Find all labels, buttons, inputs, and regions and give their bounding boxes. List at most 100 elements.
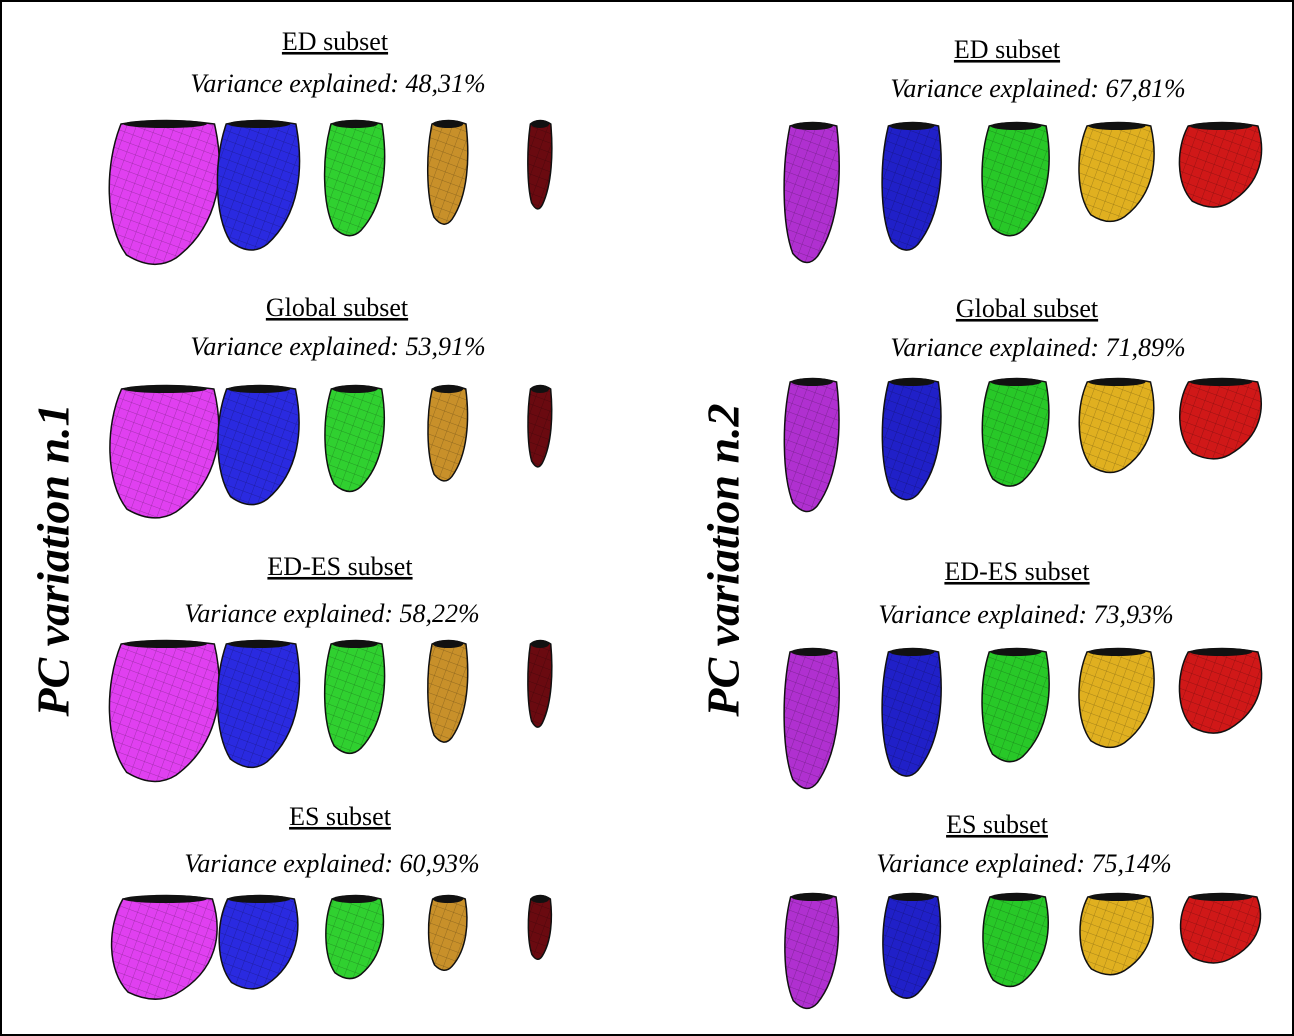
ventricle-opening (990, 122, 1042, 130)
variance-text: Variance explained: 53,91% (190, 332, 485, 361)
mesh-overlay (784, 893, 839, 1009)
ventricle-opening (1088, 648, 1146, 656)
ventricle-opening (332, 120, 378, 128)
ventricle-opening (530, 385, 550, 393)
ventricle-opening (1189, 648, 1253, 656)
ventricle-opening (1088, 893, 1146, 901)
ventricle-opening (432, 895, 464, 903)
mesh-overlay (882, 648, 942, 777)
panel-label: PC variation n.2 (698, 403, 749, 717)
subset-title: Global subset (266, 293, 409, 322)
mesh-overlay (427, 640, 468, 743)
ventricle-opening (432, 640, 464, 648)
mesh-overlay (111, 895, 218, 1000)
mesh-overlay (784, 378, 839, 512)
ventricle-opening (530, 120, 550, 128)
subset-title: ED-ES subset (267, 552, 413, 581)
subset-title: ED-ES subset (944, 557, 1090, 586)
ventricle-opening (889, 893, 935, 901)
mesh-overlay (1078, 648, 1155, 748)
mesh-overlay (882, 378, 941, 500)
mesh-overlay (1179, 378, 1262, 459)
mesh-overlay (982, 648, 1050, 762)
mesh-overlay (528, 895, 552, 960)
mesh-overlay (324, 120, 385, 236)
mesh-overlay (325, 895, 384, 979)
ventricle-opening (990, 648, 1042, 656)
mesh-overlay (109, 120, 220, 265)
subset-title: ES subset (946, 810, 1049, 839)
subset-title: Global subset (956, 294, 1099, 323)
mesh-overlay (217, 640, 300, 768)
ventricle-opening (432, 120, 464, 128)
mesh-overlay (1179, 122, 1262, 208)
ventricle-opening (791, 378, 833, 386)
variance-text: Variance explained: 67,81% (890, 74, 1185, 103)
ventricle-opening (1189, 893, 1253, 901)
ventricle-opening (332, 385, 378, 393)
ventricle-opening (889, 378, 935, 386)
mesh-overlay (982, 893, 1049, 987)
ventricle-opening (123, 895, 207, 903)
variance-text: Variance explained: 48,31% (190, 69, 485, 98)
mesh-overlay (428, 895, 467, 971)
ventricle-opening (1088, 122, 1146, 130)
ventricle-opening (432, 385, 464, 393)
mesh-overlay (982, 122, 1050, 236)
subset-title: ES subset (289, 802, 392, 831)
mesh-overlay (1080, 893, 1154, 975)
mesh-overlay (1078, 122, 1155, 222)
ventricle-opening (123, 640, 207, 648)
mesh-overlay (982, 378, 1049, 487)
mesh-overlay (527, 120, 552, 209)
ventricle-opening (1088, 378, 1146, 386)
ventricle-opening (332, 895, 378, 903)
ventricle-opening (530, 640, 550, 648)
mesh-overlay (1179, 648, 1262, 734)
ventricle-opening (990, 893, 1042, 901)
mesh-overlay (427, 120, 468, 225)
mesh-overlay (527, 385, 552, 467)
ventricle-opening (889, 122, 935, 130)
mesh-overlay (784, 122, 840, 263)
ventricle-opening (791, 893, 833, 901)
subset-title: ED subset (954, 35, 1061, 64)
ventricle-opening (227, 895, 291, 903)
mesh-overlay (324, 640, 385, 754)
mesh-overlay (1079, 378, 1154, 473)
mesh-overlay (109, 640, 220, 782)
variance-text: Variance explained: 73,93% (878, 600, 1173, 629)
mesh-overlay (324, 385, 385, 492)
mesh-overlay (1180, 893, 1261, 963)
ventricle-opening (227, 640, 291, 648)
content: PC variation n.1 ED subset Variance explai… (28, 27, 1263, 1010)
ventricle-opening (990, 378, 1042, 386)
ventricle-opening (227, 385, 291, 393)
variance-text: Variance explained: 71,89% (890, 333, 1185, 362)
ventricle-opening (227, 120, 291, 128)
mesh-overlay (109, 385, 219, 518)
variance-text: Variance explained: 58,22% (184, 599, 479, 628)
mesh-overlay (219, 895, 298, 989)
ventricle-opening (332, 640, 378, 648)
ventricle-opening (1189, 122, 1253, 130)
variance-text: Variance explained: 75,14% (876, 849, 1171, 878)
ventricle-opening (123, 385, 207, 393)
ventricle-opening (889, 648, 935, 656)
mesh-overlay (882, 122, 942, 251)
mesh-overlay (217, 120, 300, 250)
mesh-overlay (882, 893, 941, 999)
mesh-overlay (217, 385, 300, 505)
mesh-overlay (527, 640, 552, 728)
variance-text: Variance explained: 60,93% (184, 849, 479, 878)
panel-label: PC variation n.1 (28, 403, 79, 717)
ventricle-opening (530, 895, 550, 903)
ventricle-opening (1189, 378, 1253, 386)
mesh-overlay (427, 385, 468, 481)
subset-title: ED subset (282, 27, 389, 56)
ventricle-opening (791, 648, 833, 656)
ventricle-opening (791, 122, 833, 130)
ventricle-opening (123, 120, 207, 128)
